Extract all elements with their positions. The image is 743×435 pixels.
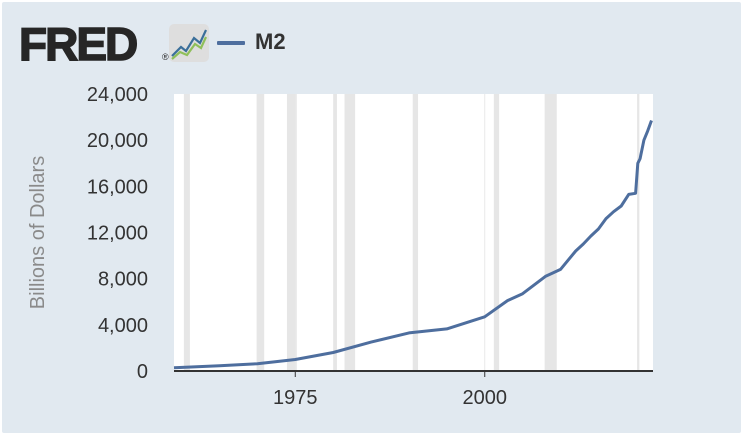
y-tick-label: 8,000	[98, 269, 148, 291]
recession-band	[333, 94, 337, 371]
legend-series-label: M2	[255, 29, 286, 54]
recession-band	[344, 94, 356, 371]
m2-series-line[interactable]	[173, 119, 653, 370]
x-tick-label: 2000	[462, 387, 507, 409]
recession-bands	[183, 94, 640, 371]
legend-swatch	[217, 41, 245, 45]
y-tick-label: 24,000	[87, 84, 148, 106]
registered-mark: ®	[162, 52, 169, 62]
y-tick-label: 16,000	[87, 176, 148, 198]
y-tick-label: 20,000	[87, 130, 148, 152]
recession-band	[412, 94, 419, 371]
y-axis-ticks: 0 4,000 8,000 12,000 16,000 20,000 24,000	[87, 84, 148, 383]
recession-band	[544, 94, 557, 371]
x-tick-label: 1975	[273, 387, 318, 409]
y-axis-label: Billions of Dollars	[27, 156, 49, 309]
line-graph-icon	[169, 24, 209, 62]
recession-band	[286, 94, 297, 371]
y-tick-label: 0	[137, 361, 148, 383]
recession-band	[493, 94, 500, 371]
recession-band	[256, 94, 265, 371]
recession-band	[183, 94, 190, 371]
recession-band	[637, 94, 640, 371]
y-tick-label: 4,000	[98, 315, 148, 337]
grid-lines	[294, 94, 486, 371]
fred-logo[interactable]: FRED	[18, 18, 139, 70]
x-axis-ticks: 1975 2000	[273, 371, 507, 409]
y-tick-label: 12,000	[87, 223, 148, 245]
